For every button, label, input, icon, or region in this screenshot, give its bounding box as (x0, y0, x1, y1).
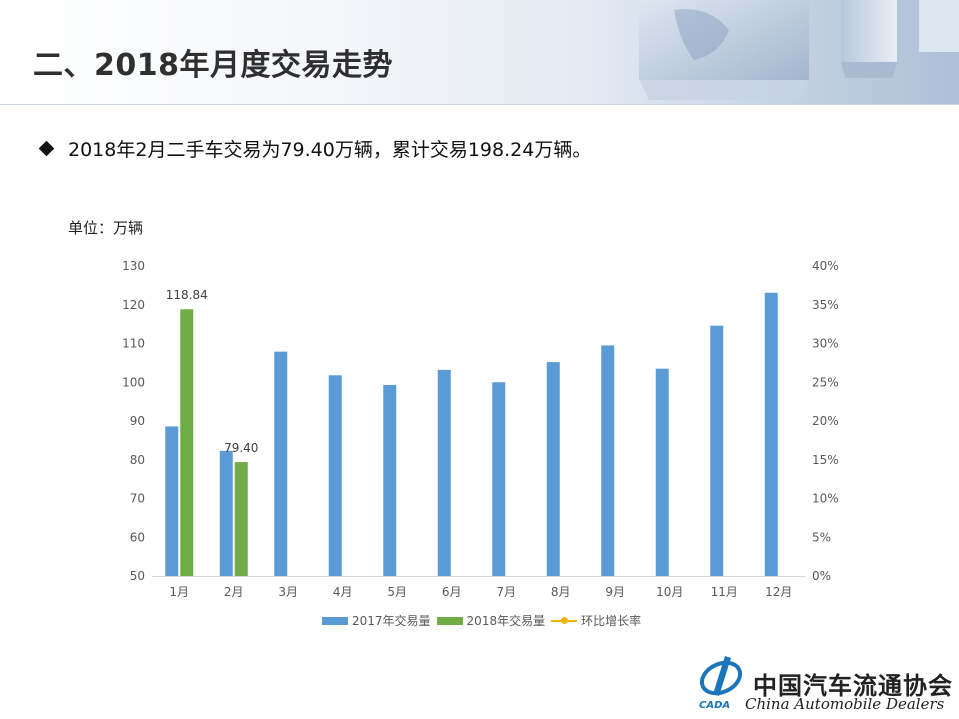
bar-2017-4 (328, 375, 342, 576)
x-tick-label: 10月 (656, 585, 683, 599)
header-cube-decoration (639, 0, 959, 100)
y-right-tick-label: 20% (812, 414, 839, 428)
bar-2017-7 (492, 382, 506, 576)
x-tick-label: 7月 (496, 585, 516, 599)
bar-2017-1 (165, 426, 179, 576)
y-right-tick-label: 25% (812, 375, 839, 389)
bar-2017-8 (546, 362, 560, 576)
summary-text: 2018年2月二手车交易为79.40万辆，累计交易198.24万辆。 (68, 138, 592, 161)
y-left-tick-label: 70 (130, 492, 145, 506)
cada-mark-text: CADA (699, 700, 730, 711)
y-left-tick-label: 110 (122, 337, 145, 351)
bar-2017-6 (437, 369, 451, 576)
bar-2017-10 (655, 368, 669, 576)
bar-2018-2 (234, 462, 248, 576)
legend-line-growth-rate (551, 616, 578, 624)
y-left-tick-label: 120 (122, 298, 145, 312)
bar-2017-12 (764, 292, 778, 576)
x-tick-label: 2月 (224, 585, 244, 599)
cada-emblem-icon: CADA (699, 656, 743, 711)
x-tick-label: 3月 (278, 585, 298, 599)
y-right-tick-label: 0% (812, 569, 831, 583)
bar-2017-9 (601, 345, 615, 576)
x-tick-label: 9月 (605, 585, 625, 599)
legend-swatch-2017 (322, 616, 348, 625)
data-label: 79.40 (224, 441, 258, 455)
bar-2018-1 (180, 309, 194, 576)
cada-logo: CADA 中国汽车流通协会 China Automobile Dealers (695, 652, 955, 713)
chart-legend: 2017年交易量 2018年交易量 环比增长率 (322, 612, 647, 629)
logo-name-en: China Automobile Dealers (745, 695, 945, 713)
header-divider (0, 104, 959, 105)
y-left-tick-label: 50 (130, 569, 145, 583)
y-right-tick-label: 40% (812, 259, 839, 273)
legend-label-growth-rate: 环比增长率 (581, 614, 642, 628)
data-label: 118.84 (166, 288, 208, 302)
y-left-tick-label: 100 (122, 375, 145, 389)
y-right-tick-label: 10% (812, 492, 839, 506)
bar-2017-2 (219, 450, 233, 576)
legend-item-2017: 2017年交易量 (322, 612, 431, 629)
bar-2017-3 (274, 351, 288, 576)
legend-label-2018: 2018年交易量 (466, 614, 546, 628)
y-left-tick-label: 130 (122, 259, 145, 273)
y-left-tick-label: 60 (130, 530, 145, 544)
y-right-tick-label: 30% (812, 337, 839, 351)
x-tick-label: 5月 (387, 585, 407, 599)
legend-item-2018: 2018年交易量 (436, 612, 546, 629)
x-tick-label: 6月 (442, 585, 462, 599)
y-right-tick-label: 15% (812, 453, 839, 467)
bar-2017-5 (383, 384, 397, 576)
x-tick-label: 1月 (169, 585, 189, 599)
y-left-tick-label: 90 (130, 414, 145, 428)
logo-name-cn: 中国汽车流通协会 (753, 672, 953, 700)
legend-swatch-2018 (436, 616, 463, 625)
x-tick-label: 11月 (711, 585, 738, 599)
y-right-tick-label: 5% (812, 530, 831, 544)
summary-bullet: 2018年2月二手车交易为79.40万辆，累计交易198.24万辆。 (38, 136, 592, 161)
slide-header: 二、2018年月度交易走势 (0, 0, 959, 105)
y-right-tick-label: 35% (812, 298, 839, 312)
legend-item-growth-rate: 环比增长率 (551, 612, 641, 629)
x-tick-label: 8月 (551, 585, 571, 599)
x-tick-label: 12月 (765, 585, 792, 599)
bar-2017-11 (710, 325, 724, 576)
unit-label: 单位：万辆 (68, 219, 144, 237)
legend-label-2017: 2017年交易量 (352, 614, 431, 628)
y-left-tick-label: 80 (130, 453, 145, 467)
page-title: 二、2018年月度交易走势 (33, 48, 393, 83)
x-tick-label: 4月 (333, 585, 353, 599)
